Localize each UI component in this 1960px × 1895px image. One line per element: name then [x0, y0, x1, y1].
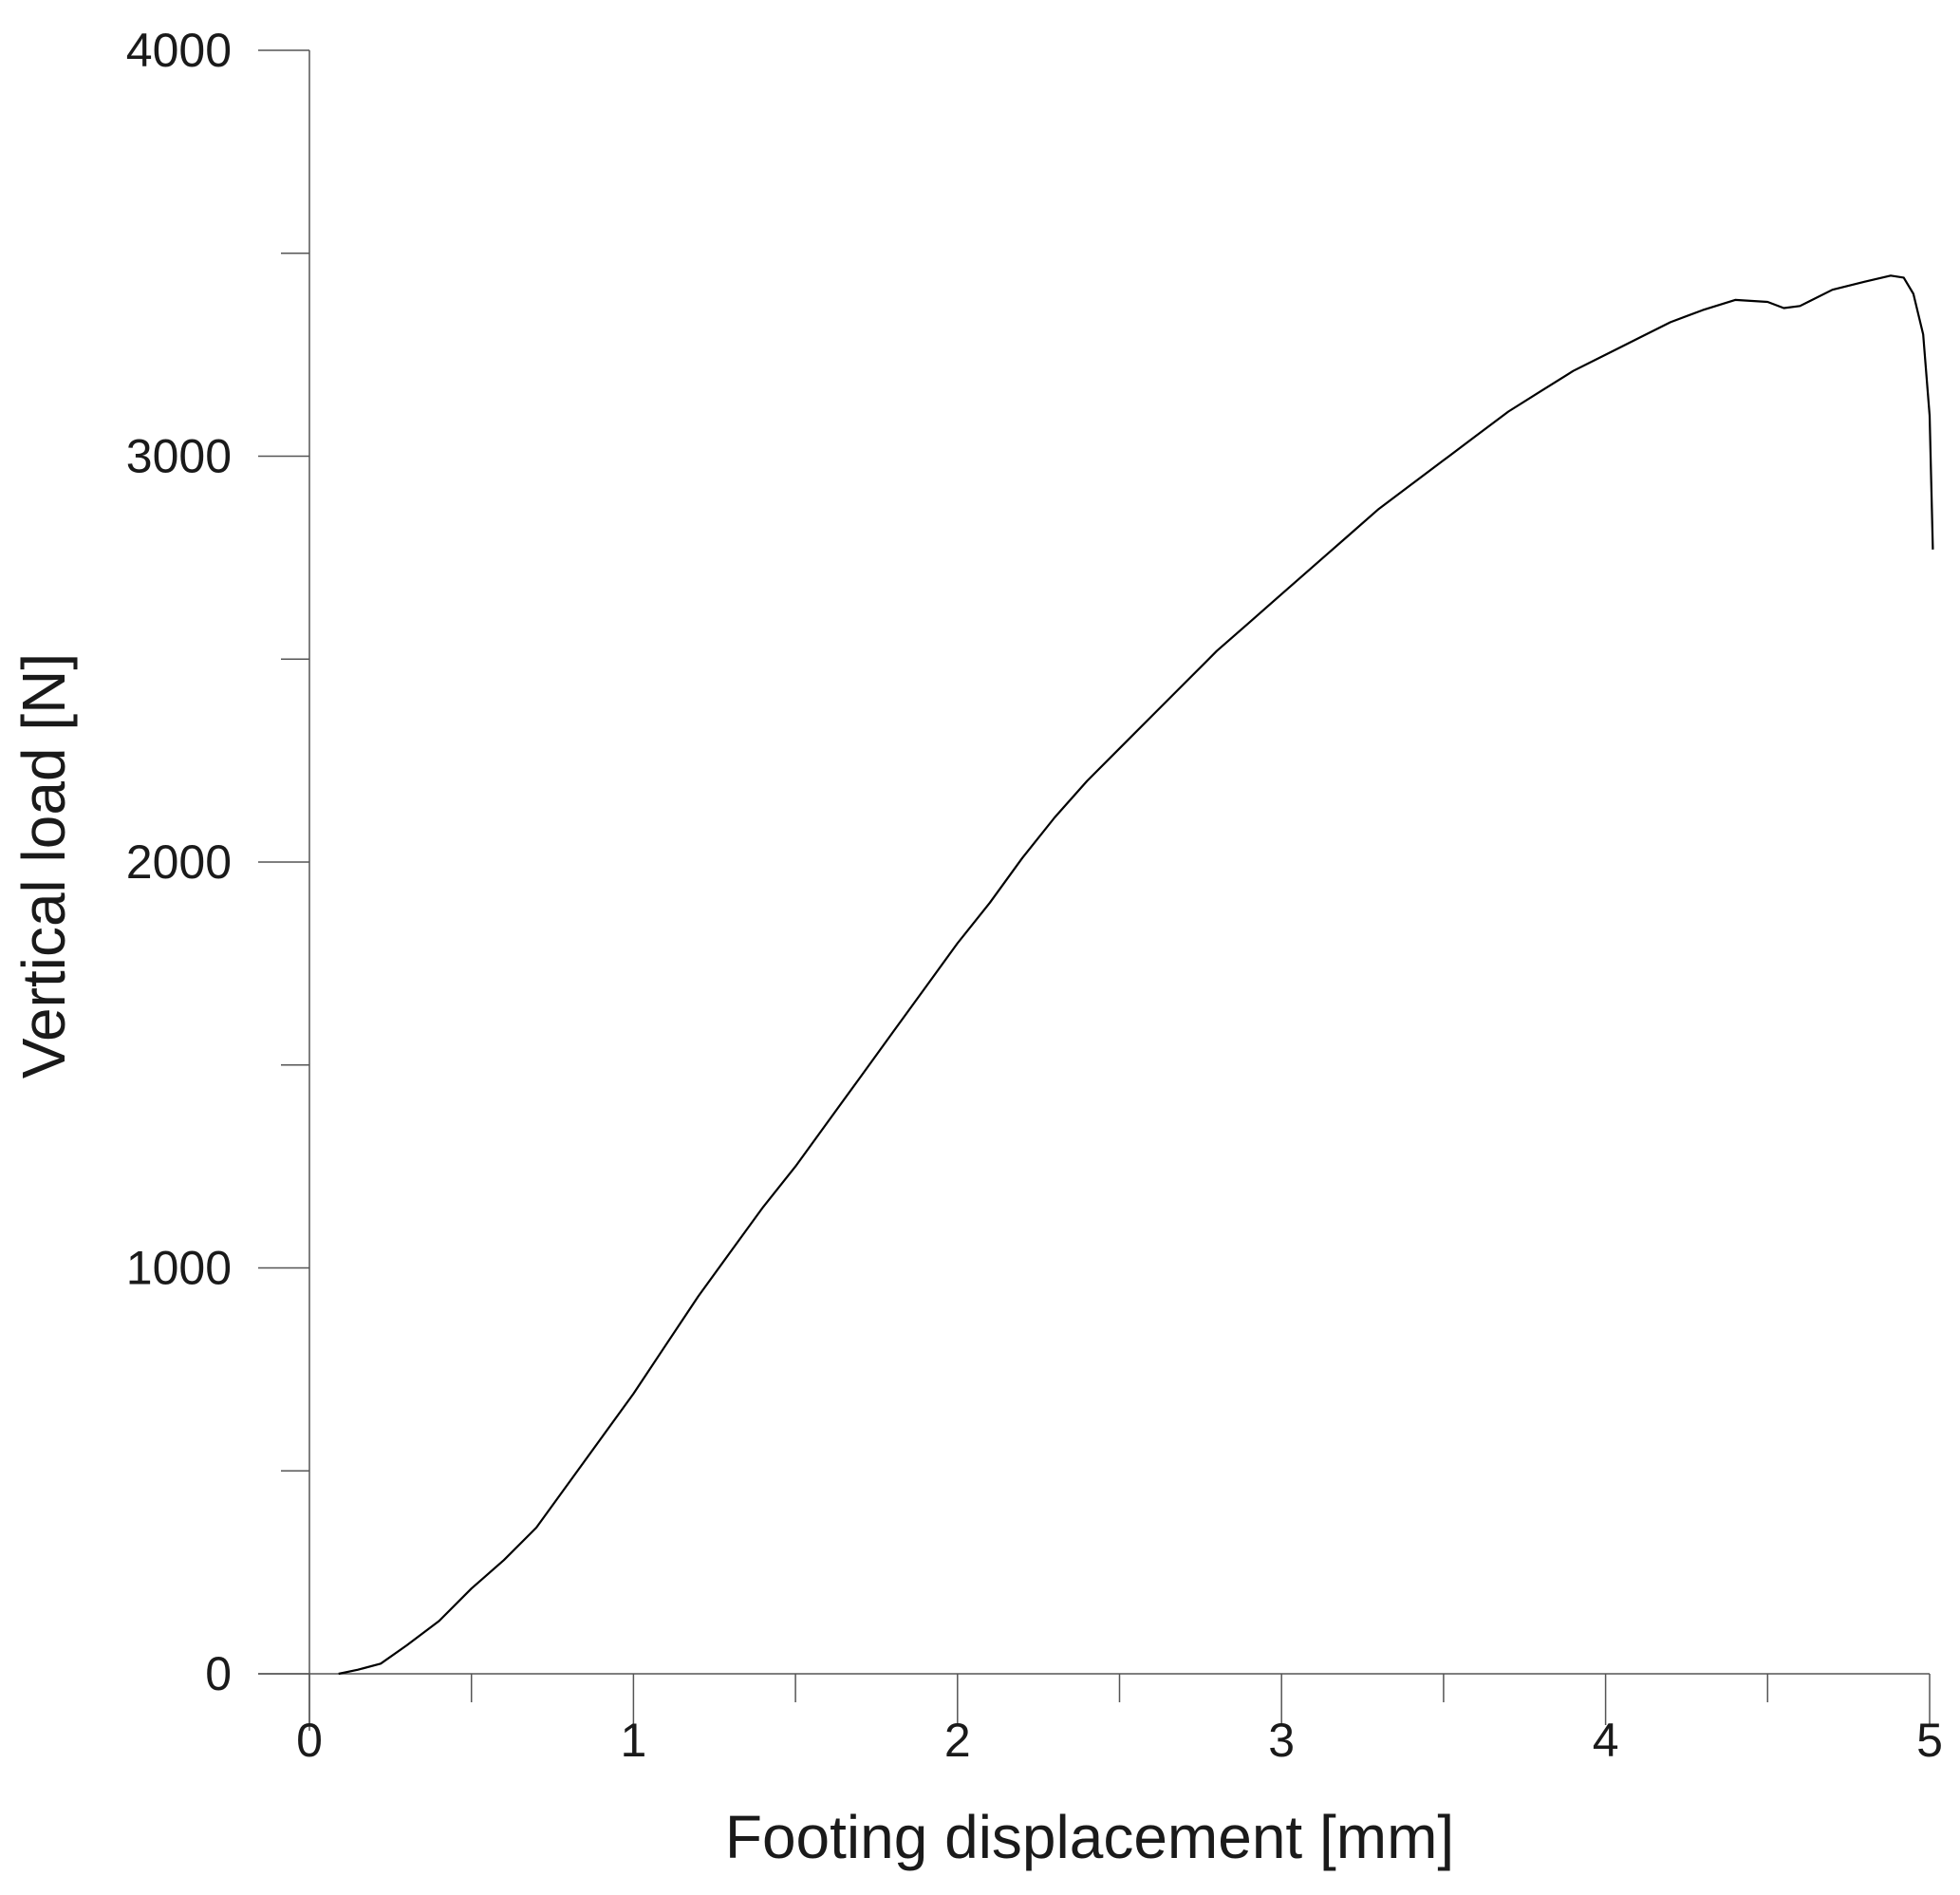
y-axis-title: Vertical load [N] — [9, 653, 78, 1079]
ticks — [258, 49, 1931, 1725]
x-tick-label: 3 — [1268, 1714, 1295, 1767]
y-tick-label: 4000 — [126, 24, 232, 77]
x-tick-label: 2 — [944, 1714, 971, 1767]
x-tick-label: 1 — [620, 1714, 646, 1767]
x-tick-label: 4 — [1593, 1714, 1619, 1767]
axes — [258, 50, 1930, 1731]
series-line — [338, 274, 1934, 1676]
series — [338, 274, 1934, 1676]
x-tick-label: 0 — [296, 1714, 323, 1767]
y-tick-label: 2000 — [126, 835, 232, 889]
y-tick-label: 3000 — [126, 430, 232, 483]
y-tick-label: 0 — [205, 1647, 232, 1700]
x-axis-title: Footing displacement [mm] — [725, 1803, 1454, 1871]
x-tick-label: 5 — [1916, 1714, 1943, 1767]
tick-labels: 0 1000 2000 3000 4000 0 1 2 3 4 5 — [126, 24, 1943, 1767]
y-tick-label: 1000 — [126, 1242, 232, 1295]
